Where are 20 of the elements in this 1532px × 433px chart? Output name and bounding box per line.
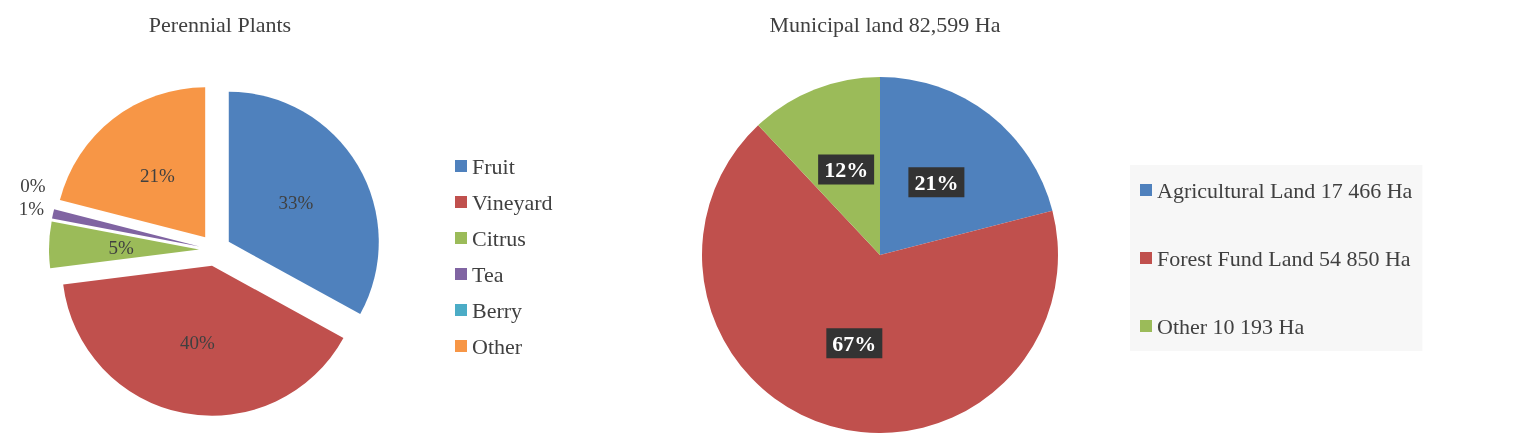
legend-label: Other [472, 333, 523, 359]
legend-label: Fruit [472, 153, 515, 179]
data-label: 40% [179, 331, 215, 353]
legend-label: Tea [472, 261, 504, 287]
text: 0% [20, 174, 46, 196]
data-label: 21% [139, 165, 175, 187]
chart-title: Perennial Plants [148, 11, 292, 37]
data-label: 1% [18, 198, 45, 220]
legend-label: Other 10 193 Ha [1157, 313, 1305, 339]
data-label: 67% [832, 330, 877, 356]
data-label: 5% [108, 236, 134, 258]
data-label: 12% [824, 156, 869, 182]
legend-label: Berry [472, 297, 523, 323]
data-label: 33% [278, 191, 314, 213]
chart-title: Municipal land 82,599 Ha [769, 11, 1001, 37]
legend-label: Vineyard [472, 189, 553, 215]
legend-label: Forest Fund Land 54 850 Ha [1157, 245, 1411, 271]
legend-label: Agricultural Land 17 466 Ha [1157, 177, 1413, 203]
legend-label: Citrus [472, 225, 526, 251]
data-label: 21% [914, 169, 959, 195]
